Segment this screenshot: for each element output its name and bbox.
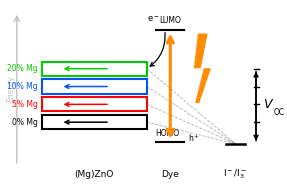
Text: HOMO: HOMO <box>155 129 179 138</box>
Text: 5% Mg: 5% Mg <box>12 100 38 109</box>
Text: LUMO: LUMO <box>159 16 181 25</box>
Bar <box>42 80 147 94</box>
Text: h$^+$: h$^+$ <box>188 132 200 143</box>
Text: 0% Mg: 0% Mg <box>12 118 38 127</box>
Text: Energy: Energy <box>6 75 15 102</box>
Text: 20% Mg: 20% Mg <box>7 64 38 73</box>
Text: 10% Mg: 10% Mg <box>7 82 38 91</box>
Text: OC: OC <box>274 108 285 117</box>
Text: e$^-$: e$^-$ <box>147 15 160 24</box>
Text: I$^-$/I$_3^-$: I$^-$/I$_3^-$ <box>223 167 247 181</box>
Bar <box>42 97 147 111</box>
Polygon shape <box>194 33 211 103</box>
Bar <box>42 115 147 129</box>
Text: $V$: $V$ <box>263 98 274 111</box>
Bar <box>42 62 147 76</box>
Text: Dye: Dye <box>161 170 179 179</box>
Text: (Mg)ZnO: (Mg)ZnO <box>75 170 114 179</box>
